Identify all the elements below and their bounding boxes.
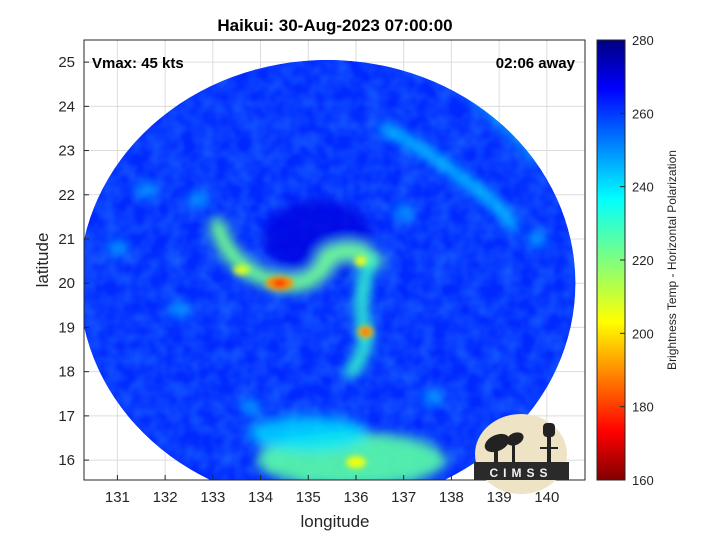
y-tick-label: 25 (58, 54, 75, 71)
water-tower-icon (540, 423, 558, 462)
cimss-logo: CIMSS (474, 414, 569, 494)
colorbar-tick-label: 180 (632, 400, 654, 415)
swath-image (84, 59, 576, 480)
logo-text: CIMSS (489, 466, 552, 480)
colorbar-tick-label: 260 (632, 106, 654, 121)
y-tick-label: 18 (58, 364, 75, 381)
colorbar: 160 180 200 220 240 260 280 Brightness Temp - … (596, 33, 679, 488)
colorbar-label: Brightness Temp - Horizontal Polarizatio… (665, 150, 679, 370)
colorbar-tick-label: 280 (632, 33, 654, 48)
y-tick-label: 20 (58, 275, 75, 292)
hot-spot-south (345, 456, 366, 469)
chart-title: Haikui: 30-Aug-2023 07:00:00 (217, 16, 452, 35)
satellite-dish-icon (484, 432, 524, 462)
x-tick-label: 134 (248, 489, 273, 506)
hot-spot-west-2 (233, 264, 250, 275)
colorbar-tick-label: 220 (632, 253, 654, 268)
y-tick-label: 23 (58, 143, 75, 160)
x-tick-label: 138 (439, 489, 464, 506)
logo-banner (474, 462, 569, 480)
colorbar-tick-label: 200 (632, 326, 654, 341)
y-axis-label: latitude (33, 233, 52, 288)
axis-ticks: 131 132 133 134 135 136 137 138 139 140 16 17 18 19 20… (58, 54, 559, 506)
plot-area: 131 132 133 134 135 136 137 138 139 140 16 17 18 19 20… (58, 39, 586, 506)
y-tick-label: 16 (58, 452, 75, 469)
vmax-label: Vmax: 45 kts (92, 55, 184, 72)
x-tick-label: 137 (391, 489, 416, 506)
colorbar-ticks: 160 180 200 220 240 260 280 (620, 33, 654, 488)
convective-cell (169, 302, 190, 317)
south-convection-2 (248, 415, 369, 452)
x-axis-label: longitude (300, 512, 369, 531)
y-tick-label: 22 (58, 187, 75, 204)
axes-frame (83, 39, 586, 481)
hot-spots (233, 256, 374, 469)
y-tick-label: 24 (58, 98, 75, 115)
hot-spot-northeast (354, 256, 367, 267)
hot-spot-west-core (272, 279, 287, 288)
northeast-band (379, 123, 519, 231)
convective-cell (136, 183, 157, 198)
x-tick-label: 136 (343, 489, 368, 506)
away-label: 02:06 away (496, 55, 576, 72)
convective-cell (107, 240, 128, 255)
y-tick-label: 21 (58, 231, 75, 248)
convective-cell (422, 391, 443, 406)
convective-cell (393, 205, 414, 220)
x-tick-label: 135 (296, 489, 321, 506)
convective-cell (241, 400, 261, 415)
y-tick-label: 17 (58, 408, 75, 425)
x-tick-label: 131 (105, 489, 130, 506)
convective-cell (527, 231, 548, 246)
colorbar-tick-label: 160 (632, 473, 654, 488)
x-tick-label: 139 (487, 489, 512, 506)
x-tick-label: 140 (534, 489, 559, 506)
hot-spot-east-core (361, 328, 370, 335)
y-tick-label: 19 (58, 319, 75, 336)
convective-cell (188, 192, 209, 207)
rainband-west (209, 217, 384, 292)
x-tick-label: 133 (200, 489, 225, 506)
x-tick-label: 132 (153, 489, 178, 506)
colorbar-tick-label: 240 (632, 180, 654, 195)
